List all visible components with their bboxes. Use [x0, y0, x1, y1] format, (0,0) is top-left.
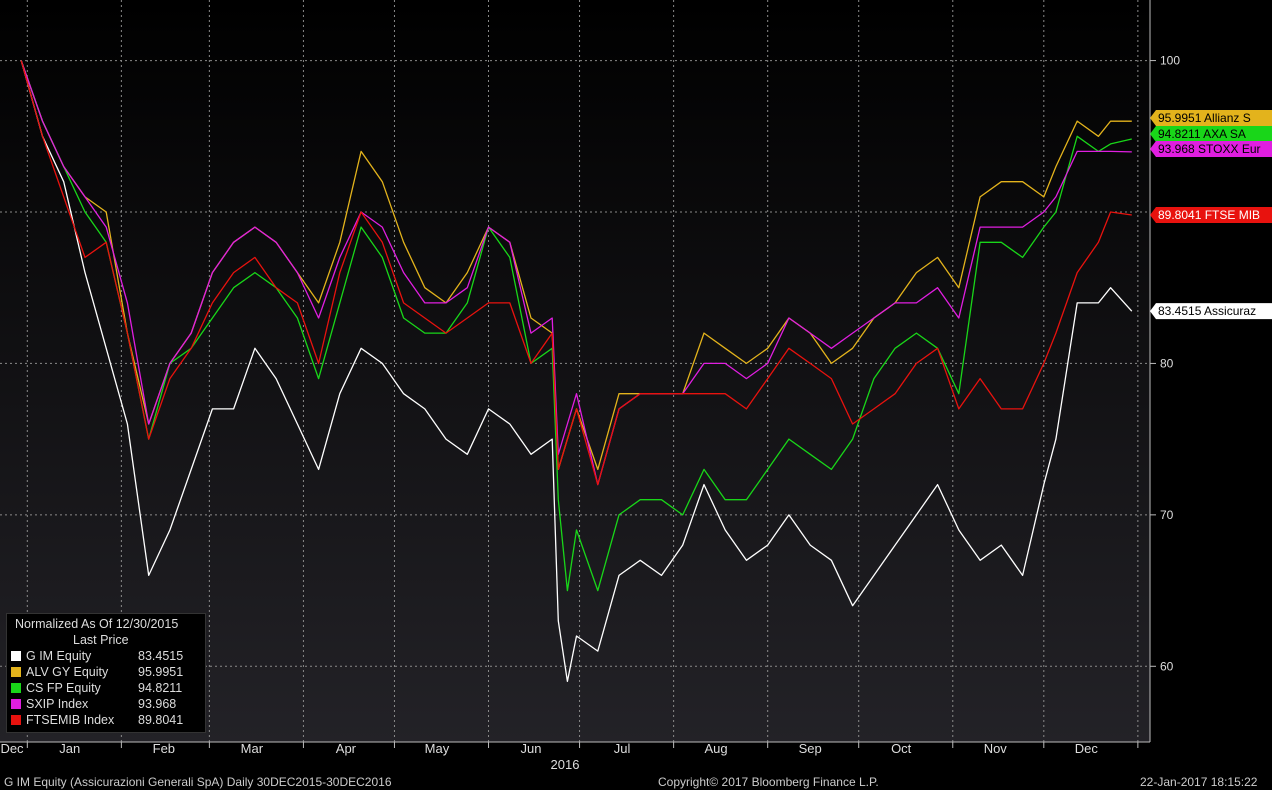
- legend-item: CS FP Equity 94.8211: [11, 680, 201, 696]
- legend-item: FTSEMIB Index 89.8041: [11, 712, 201, 728]
- y-tick-label: 80: [1160, 356, 1174, 370]
- legend-header: Normalized As Of 12/30/2015: [15, 617, 179, 631]
- x-tick-label: May: [425, 741, 450, 756]
- series-line-2: [20, 60, 1132, 592]
- legend-item: ALV GY Equity 95.9951: [11, 664, 201, 680]
- x-tick-label: Sep: [799, 741, 822, 756]
- x-tick-label: Mar: [241, 741, 264, 756]
- footer-security: G IM Equity (Assicurazioni Generali SpA)…: [4, 775, 392, 789]
- value-tag-label: 94.8211 AXA SA: [1158, 127, 1246, 141]
- x-tick-label: Dec: [1075, 741, 1099, 756]
- legend-swatch: [11, 715, 21, 725]
- x-tick-label: Aug: [705, 741, 728, 756]
- value-tag-2: 94.8211 AXA SA: [1150, 126, 1272, 142]
- legend-swatch: [11, 699, 21, 709]
- legend-series-name: ALV GY Equity: [26, 665, 109, 679]
- footer-timestamp: 22-Jan-2017 18:15:22: [1140, 775, 1258, 789]
- legend-last-price: 93.968: [138, 697, 177, 711]
- x-tick-label: Nov: [984, 741, 1008, 756]
- y-tick-label: 60: [1160, 659, 1174, 673]
- x-tick-label: Oct: [891, 741, 912, 756]
- value-tag-0: 83.4515 Assicuraz: [1150, 303, 1272, 320]
- legend-swatch: [11, 683, 21, 693]
- legend-last-price: 89.8041: [138, 713, 184, 727]
- x-year-label: 2016: [551, 757, 580, 772]
- series-line-0: [20, 60, 1133, 683]
- legend-last-price: 95.9951: [138, 665, 184, 679]
- legend-last-price: 94.8211: [138, 681, 183, 695]
- x-tick-label: Jun: [521, 741, 542, 756]
- series-line-3: [20, 60, 1132, 486]
- legend-series-name: SXIP Index: [26, 697, 89, 711]
- x-tick-label: Jul: [614, 741, 631, 756]
- x-tick-label: Feb: [153, 741, 175, 756]
- y-tick-label: 100: [1160, 54, 1180, 68]
- legend-swatch: [11, 651, 21, 661]
- y-tick-label: 70: [1160, 508, 1174, 522]
- value-tag-1: 95.9951 Allianz S: [1150, 110, 1272, 126]
- series-line-4: [20, 60, 1132, 486]
- value-tag-label: 95.9951 Allianz S: [1158, 111, 1251, 125]
- x-tick-label: Dec: [0, 741, 24, 756]
- legend-series-name: CS FP Equity: [26, 681, 101, 695]
- value-tag-4: 89.8041 FTSE MIB: [1150, 206, 1272, 223]
- x-tick-label: Jan: [59, 741, 80, 756]
- legend-series-name: FTSEMIB Index: [26, 713, 115, 727]
- legend-item: G IM Equity 83.4515: [11, 648, 201, 664]
- status-footer: G IM Equity (Assicurazioni Generali SpA)…: [0, 774, 1272, 790]
- value-tag-3: 93.968 STOXX Eur: [1150, 141, 1272, 157]
- legend-last-price: 83.4515: [138, 649, 184, 663]
- legend-item: SXIP Index 93.968: [11, 696, 201, 712]
- footer-copyright: Copyright© 2017 Bloomberg Finance L.P.: [658, 775, 879, 789]
- chart-legend: Normalized As Of 12/30/2015 Last Price G…: [6, 613, 206, 733]
- value-tag-label: 93.968 STOXX Eur: [1158, 142, 1261, 156]
- legend-series-name: G IM Equity: [26, 649, 92, 663]
- x-tick-label: Apr: [336, 741, 357, 756]
- legend-subheader: Last Price: [73, 633, 129, 647]
- value-tag-label: 83.4515 Assicuraz: [1158, 304, 1256, 318]
- value-tag-label: 89.8041 FTSE MIB: [1158, 208, 1260, 222]
- legend-swatch: [11, 667, 21, 677]
